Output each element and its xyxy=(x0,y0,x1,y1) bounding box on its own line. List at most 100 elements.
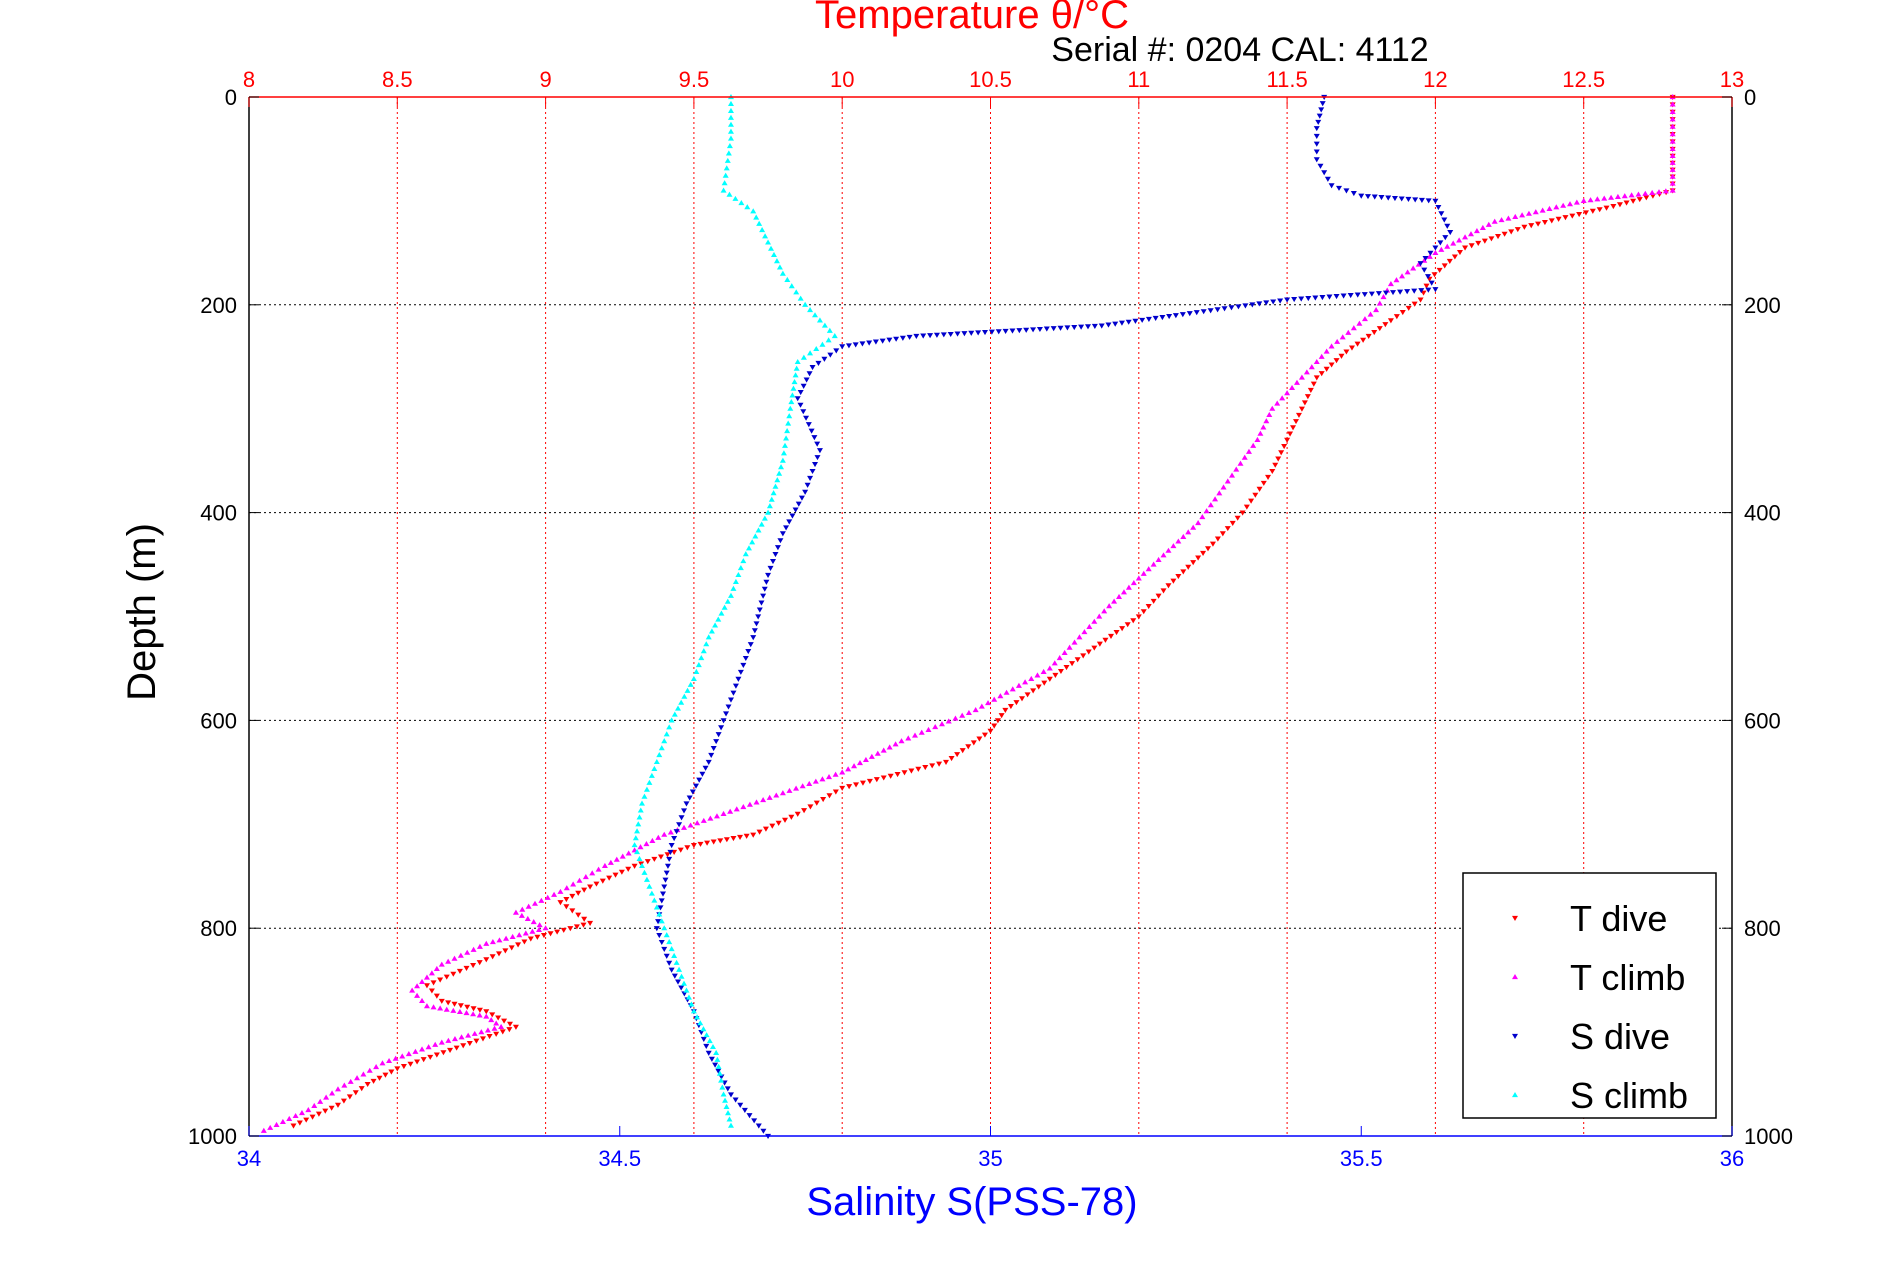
data-point xyxy=(484,1027,491,1033)
data-point xyxy=(845,766,852,772)
data-point xyxy=(1179,312,1186,318)
data-point xyxy=(656,933,663,939)
data-point xyxy=(1145,316,1152,322)
data-point xyxy=(671,836,678,842)
data-point xyxy=(329,1090,336,1096)
data-point xyxy=(1170,543,1177,549)
data-point xyxy=(718,1074,725,1080)
data-point xyxy=(1272,462,1279,468)
data-point xyxy=(1078,324,1085,330)
data-point xyxy=(1275,456,1282,462)
data-point xyxy=(707,815,714,821)
temperature-tick-label: 11 xyxy=(1127,67,1150,92)
data-point xyxy=(569,908,576,914)
data-point xyxy=(392,1055,399,1061)
depth-tick-label-right: 200 xyxy=(1744,293,1781,318)
data-point xyxy=(507,1021,514,1027)
data-point xyxy=(522,930,529,936)
data-point xyxy=(1491,218,1498,224)
data-point xyxy=(1589,208,1596,214)
data-point xyxy=(661,925,668,931)
data-point xyxy=(893,336,900,342)
data-point xyxy=(856,759,863,766)
data-point xyxy=(1263,418,1270,424)
data-point xyxy=(776,470,783,476)
data-point xyxy=(1481,238,1488,244)
data-point xyxy=(798,495,805,501)
data-point xyxy=(470,1006,477,1012)
data-point xyxy=(922,765,929,771)
data-point xyxy=(1323,348,1330,354)
data-point xyxy=(400,1064,407,1070)
data-point xyxy=(443,974,450,980)
data-point xyxy=(1610,203,1617,210)
data-point xyxy=(726,191,733,197)
data-point xyxy=(1418,197,1425,203)
data-point xyxy=(803,415,810,421)
data-point xyxy=(1387,318,1394,324)
data-point xyxy=(499,1029,506,1035)
data-point xyxy=(913,333,920,339)
data-point xyxy=(643,841,650,847)
data-point xyxy=(502,948,509,954)
data-point xyxy=(519,906,526,912)
data-point xyxy=(709,1043,716,1050)
depth-tick-label-left: 0 xyxy=(225,85,237,110)
data-point xyxy=(414,992,421,998)
data-point xyxy=(450,971,457,977)
data-point xyxy=(769,558,776,565)
data-point xyxy=(932,724,939,730)
data-point xyxy=(476,1007,483,1013)
data-point xyxy=(1361,316,1368,322)
data-point xyxy=(1438,211,1445,217)
data-point xyxy=(493,1020,500,1026)
data-point xyxy=(1195,519,1202,526)
data-point xyxy=(756,607,763,613)
data-point xyxy=(457,952,464,958)
data-point xyxy=(794,811,801,817)
data-point xyxy=(575,890,582,896)
data-point xyxy=(1106,603,1113,609)
data-point xyxy=(812,312,819,318)
data-point xyxy=(1085,649,1092,655)
data-point xyxy=(1425,287,1432,293)
data-point xyxy=(886,337,893,343)
data-point xyxy=(684,845,691,851)
data-point xyxy=(581,916,588,922)
data-point xyxy=(1347,293,1354,299)
data-point xyxy=(718,610,725,616)
data-point xyxy=(636,814,643,820)
depth-tick-label-left: 800 xyxy=(200,916,237,941)
data-point xyxy=(1385,195,1392,201)
data-point xyxy=(677,847,684,853)
data-point xyxy=(779,790,786,796)
depth-tick-label-right: 600 xyxy=(1744,708,1781,733)
data-point xyxy=(488,1016,495,1023)
data-point xyxy=(1336,185,1343,191)
data-point xyxy=(726,142,733,149)
data-point xyxy=(675,979,682,985)
data-point xyxy=(1421,267,1428,273)
data-point xyxy=(705,759,712,765)
data-point xyxy=(812,462,819,468)
data-point xyxy=(866,340,873,346)
data-point xyxy=(575,912,582,918)
data-point xyxy=(1339,334,1346,340)
data-point xyxy=(1387,281,1394,287)
data-point xyxy=(819,341,826,347)
data-point xyxy=(908,768,915,774)
data-point xyxy=(1270,299,1277,305)
data-point xyxy=(1080,653,1087,659)
chart-title: Temperature θ/°C xyxy=(815,0,1129,37)
data-point xyxy=(781,817,788,823)
data-point xyxy=(675,705,682,711)
data-point xyxy=(1250,442,1257,448)
data-point xyxy=(1260,480,1267,486)
data-point xyxy=(438,998,445,1004)
data-point xyxy=(1412,197,1419,203)
data-point xyxy=(753,799,760,805)
data-point xyxy=(1393,277,1400,283)
data-point xyxy=(1041,680,1048,686)
data-point xyxy=(1393,314,1400,320)
data-point xyxy=(778,464,785,470)
